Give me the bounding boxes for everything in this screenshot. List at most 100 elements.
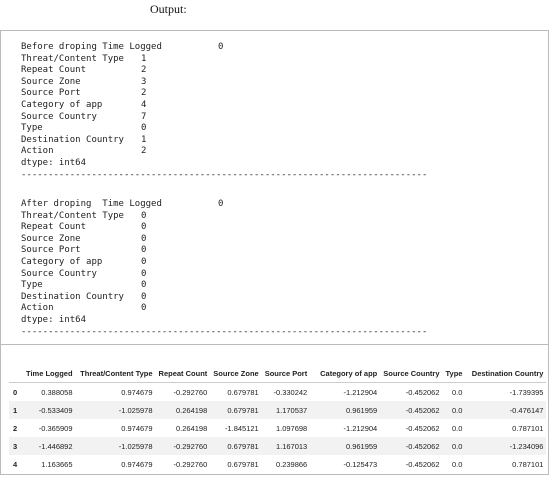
cell: -1.234096 (509, 441, 544, 451)
table-row: 2 -0.365909 0.974679 0.264198 -1.845121 1.097… (9, 419, 546, 437)
column-header: Threat/Content Type (75, 364, 156, 383)
cell: 0.974679 (121, 387, 153, 397)
output-line: Destination Country 0 (21, 292, 427, 304)
cell: -0.452062 (405, 441, 440, 451)
row-index: 1 (13, 405, 18, 415)
output-line: Before droping Time Logged 0 (21, 42, 427, 54)
line-value: 0 (141, 291, 147, 302)
output-line: Destination Country 1 (21, 135, 427, 147)
cell: -0.452062 (405, 387, 440, 397)
line-label: Destination Country (21, 134, 124, 145)
column-header: Time Logged (23, 364, 76, 383)
table-row: 1 -0.533409 -1.025978 0.264198 0.679781 1.170… (9, 401, 547, 419)
cell: 0.0 (452, 387, 463, 397)
cell: -1.446892 (38, 441, 73, 451)
line-value: 1 (141, 53, 147, 64)
line-value: 2 (141, 65, 147, 76)
cell: 0.974679 (121, 423, 153, 433)
caption: Output: (150, 2, 187, 16)
output-line: Type 0 (21, 123, 427, 135)
cell: -1.739395 (509, 387, 544, 397)
line-label: Type (21, 280, 43, 291)
line-label: Source Port (21, 88, 81, 99)
output-line: Source Country 7 (21, 112, 427, 124)
line-value: 0 (141, 210, 147, 221)
line-label: Source Country (21, 268, 97, 279)
line-value: 3 (141, 76, 147, 87)
table-box: Time Logged Threat/Content Type Repeat Cou… (0, 344, 549, 475)
line-label: Before droping Time Logged (21, 42, 162, 52)
cell: 0.679781 (227, 441, 259, 451)
line-label: Repeat Count (21, 65, 87, 76)
output-line: Category of app 4 (21, 100, 427, 112)
line-label: Category of app (21, 256, 103, 267)
row-index: 0 (13, 387, 18, 397)
line-value: 0 (141, 123, 147, 134)
output-block: After droping Time Logged 0 Threat/Content… (0, 188, 549, 345)
line-value: 0 (141, 280, 147, 291)
header-row: Time Logged Threat/Content Type Repeat Cou… (9, 364, 547, 383)
cell: 0.961959 (345, 405, 378, 415)
column-header: Source Port (261, 364, 311, 383)
cell: 0.679781 (227, 459, 259, 469)
line-value: 0 (141, 222, 147, 233)
line-value: 2 (141, 88, 147, 99)
line-value: 1 (141, 134, 147, 145)
line-value: 0 (141, 268, 147, 279)
cell: 1.163665 (41, 459, 73, 469)
separator-line: ----------------------------------------… (21, 169, 428, 180)
line-label: Category of app (21, 99, 103, 110)
table-body: 0 0.388058 0.974679 -0.292760 0.679781 -0.330… (9, 383, 547, 474)
output-line: Type 0 (21, 280, 427, 292)
cell: 0.961959 (345, 441, 378, 451)
column-header: Repeat Count (155, 364, 211, 383)
output-block: Before droping Time Logged 0 Threat/Conten… (0, 30, 549, 190)
output-line: Category of app 0 (21, 257, 427, 269)
line-label: Source Zone (21, 233, 81, 244)
column-header: Type (442, 364, 466, 383)
cell: -1.212904 (343, 387, 378, 397)
line-label: Source Country (21, 111, 97, 122)
cell: 0.239866 (275, 459, 308, 469)
row-index: 3 (13, 441, 18, 451)
cell: 0.0 (452, 423, 463, 433)
line-value: 0 (218, 199, 224, 209)
cell: 0.679781 (227, 405, 259, 415)
column-header: Category of app (310, 364, 381, 383)
cell: 0.787101 (512, 423, 544, 433)
output-line: Repeat Count 2 (21, 65, 427, 77)
cell: -0.292760 (173, 387, 208, 397)
line-value: 0 (218, 42, 224, 52)
cell: -1.025978 (118, 405, 153, 415)
cell: 0.0 (452, 405, 463, 415)
cell: -0.292760 (173, 441, 208, 451)
line-label: Threat/Content Type (21, 53, 124, 64)
line-label: Action (21, 146, 54, 157)
cell: -0.365909 (38, 423, 73, 433)
line-value: 0 (141, 256, 147, 267)
line-label: Source Port (21, 245, 81, 256)
output-line: Action 2 (21, 146, 427, 158)
output-line: Source Zone 3 (21, 77, 427, 89)
output-line: After droping Time Logged 0 (21, 199, 427, 211)
dtype-line: dtype: int64 (21, 314, 87, 325)
line-label: Source Zone (21, 76, 81, 87)
row-index: 2 (13, 423, 18, 433)
separator-line: ----------------------------------------… (21, 326, 428, 337)
row-index: 4 (13, 459, 18, 469)
cell: 0.787101 (512, 459, 544, 469)
cell: -0.452062 (405, 459, 440, 469)
cell: -0.533409 (38, 405, 73, 415)
line-label: Repeat Count (21, 222, 87, 233)
cell: -1.025978 (118, 441, 153, 451)
line-value: 0 (141, 303, 147, 314)
cell: -0.452062 (405, 405, 440, 415)
cell: -1.845121 (224, 423, 259, 433)
line-value: 0 (141, 233, 147, 244)
cell: 1.167013 (275, 441, 308, 451)
table-row: 4 1.163665 0.974679 -0.292760 0.679781 0.2398… (9, 455, 546, 473)
output-line: Source Port 2 (21, 88, 427, 100)
line-value: 2 (141, 146, 147, 157)
cell: -0.330242 (273, 387, 308, 397)
